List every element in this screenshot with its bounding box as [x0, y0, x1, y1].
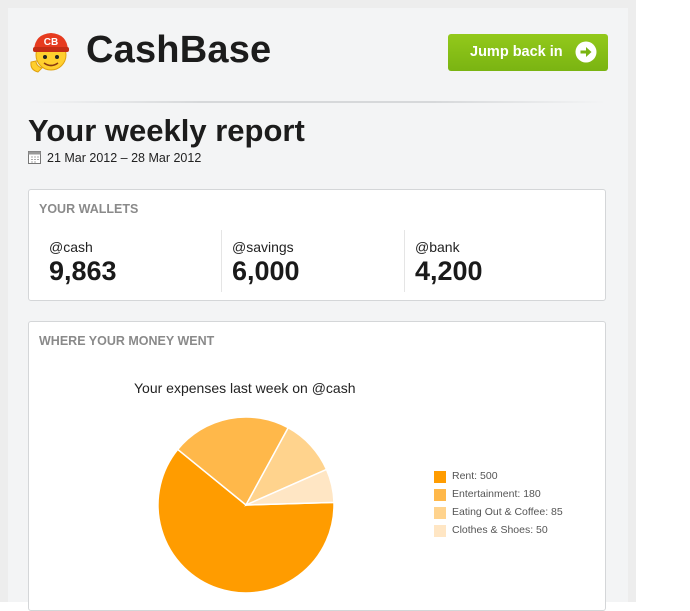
wallet-cash: @cash 9,863	[49, 230, 219, 290]
wallet-balance: 9,863	[49, 256, 117, 286]
brand-name: CashBase	[86, 29, 272, 71]
wallet-name: @cash	[49, 239, 93, 255]
legend-swatch	[434, 525, 446, 537]
legend-label: Clothes & Shoes: 50	[452, 524, 548, 536]
spending-card: WHERE YOUR MONEY WENT Your expenses last…	[28, 321, 606, 611]
arrow-right-circle-icon	[575, 41, 597, 63]
legend-swatch	[434, 471, 446, 483]
calendar-icon	[28, 151, 41, 164]
jump-back-in-label: Jump back in	[470, 44, 563, 60]
pie-slice-clothes-shoes	[245, 468, 335, 506]
wallet-separator	[221, 230, 222, 292]
wallet-savings: @savings 6,000	[232, 230, 402, 290]
legend-label: Rent: 500	[452, 470, 498, 482]
legend-swatch	[434, 489, 446, 501]
cashbase-logo: CB	[30, 33, 69, 73]
spending-heading: WHERE YOUR MONEY WENT	[39, 334, 215, 348]
wallet-bank: @bank 4,200	[415, 230, 585, 290]
wallets-card: YOUR WALLETS @cash 9,863 @savings 6,000 …	[28, 189, 606, 301]
wallets-heading: YOUR WALLETS	[39, 202, 139, 216]
jump-back-in-button[interactable]: Jump back in	[448, 34, 608, 71]
expenses-pie-chart	[157, 416, 335, 594]
legend-label: Eating Out & Coffee: 85	[452, 506, 563, 518]
legend-swatch	[434, 507, 446, 519]
page-title: Your weekly report	[28, 113, 305, 148]
chart-title: Your expenses last week on @cash	[134, 380, 356, 396]
wallet-balance: 4,200	[415, 256, 483, 286]
logo-text: CB	[44, 37, 58, 48]
wallet-name: @savings	[232, 239, 294, 255]
legend-label: Entertainment: 180	[452, 488, 541, 500]
report-date-range: 21 Mar 2012 – 28 Mar 2012	[47, 151, 202, 165]
wallet-separator	[404, 230, 405, 292]
header-divider	[28, 101, 606, 103]
pie-slice-entertainment	[176, 416, 290, 507]
wallet-balance: 6,000	[232, 256, 300, 286]
wallet-name: @bank	[415, 239, 460, 255]
pie-slice-rent	[157, 448, 335, 594]
